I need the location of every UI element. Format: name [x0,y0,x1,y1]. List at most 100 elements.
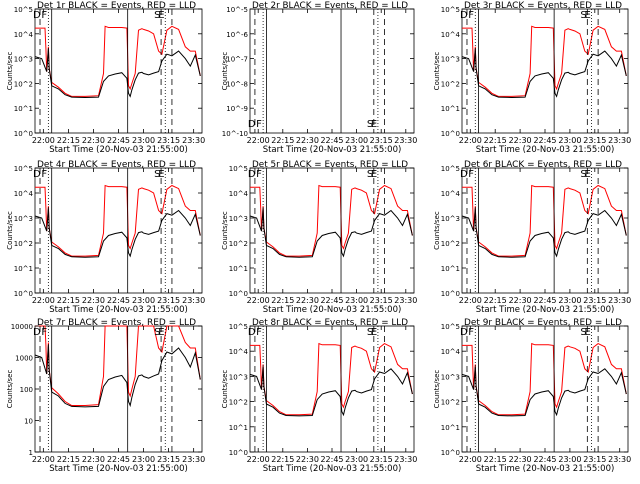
y-tick-label: 10^-8 [226,80,248,88]
y-axis-label: Counts/sec [6,370,14,409]
y-axis-label: Counts/sec [433,52,441,91]
y-tick-label: 10^0 [229,449,248,457]
x-tick-label: 22:00 [459,136,482,145]
x-tick-label: 22:15 [57,455,80,464]
x-tick-label: 22:15 [271,296,294,305]
x-tick-label: 23:30 [608,455,631,464]
marker-label: E [158,327,164,338]
x-axis-label: Start Time (20-Nov-03 21:55:00) [49,305,188,315]
x-tick-label: 22:30 [296,136,319,145]
y-tick-label: 1 [29,449,33,457]
detector-panel: D F SE 22:00 22:15 22:30 22:45 23:00 23:15 23:30 1… [6,160,205,315]
x-tick-label: 22:45 [533,296,556,305]
y-tick-label: 10^3 [441,215,460,223]
panel-title: Det 8r BLACK = Events, RED = LLD [252,318,408,328]
x-tick-label: 23:30 [394,296,417,305]
series-line-lld [250,184,413,257]
y-tick-label: 10^3 [14,56,33,64]
plot-frame [34,325,203,453]
marker-label: F [41,10,47,21]
marker-label: D [33,169,41,180]
marker-label: S [154,169,160,180]
x-tick-label: 23:00 [132,136,155,145]
x-tick-label: 23:00 [132,455,155,464]
y-tick-label: 10^-6 [226,31,248,39]
x-tick-label: 22:30 [509,296,532,305]
marker-label: F [256,327,262,338]
x-tick-label: 23:15 [157,136,180,145]
x-tick-label: 22:00 [247,455,270,464]
x-tick-label: 22:15 [271,455,294,464]
y-tick-label: 10^5 [229,165,248,173]
marker-label: F [41,327,47,338]
marker-label: E [371,119,377,130]
x-tick-label: 23:30 [394,455,417,464]
panel-title: Det 2r BLACK = Events, RED = LLD [252,1,408,11]
panel-title: Det 7r BLACK = Events, RED = LLD [37,318,196,328]
x-tick-label: 22:45 [320,455,343,464]
y-tick-label: 10^5 [441,165,460,173]
y-tick-label: 10^0 [229,290,248,298]
y-tick-label: 10^-9 [226,105,248,113]
y-tick-label: 10^0 [14,130,33,138]
y-tick-label: 10^1 [229,265,248,273]
marker-label: F [468,169,474,180]
y-tick-label: 10^3 [441,56,460,64]
y-tick-label: 10^2 [441,240,460,248]
x-axis-label: Start Time (20-Nov-03 21:55:00) [263,305,402,315]
y-tick-label: 10000 [11,323,33,331]
y-tick-label: 10^2 [14,80,33,88]
series-line-lld [462,25,627,97]
series-line-events [34,48,201,99]
marker-label: D [248,119,256,130]
y-tick-label: 10^4 [441,190,461,198]
series-line-events [249,366,413,417]
x-tick-label: 22:30 [509,136,532,145]
y-tick-label: 10^1 [441,105,460,113]
marker-label: D [33,10,41,21]
x-tick-label: 22:00 [459,455,482,464]
y-tick-label: 1000 [15,355,33,363]
x-tick-label: 22:00 [32,296,55,305]
series-line-events [461,366,627,417]
detector-panel: D F SE 22:00 22:15 22:30 22:45 23:00 23:15 23:30 1… [6,318,205,474]
marker-label: E [584,169,590,180]
series-line-lld [35,25,201,97]
y-axis-label: Counts/sec [6,211,14,250]
y-tick-label: 10^2 [229,240,248,248]
y-tick-label: 10^3 [229,373,248,381]
y-axis-label: Counts/sec [6,52,14,91]
plot-frame [249,8,415,134]
y-tick-label: 10^2 [441,399,460,407]
x-tick-label: 23:15 [157,296,180,305]
x-tick-label: 22:30 [509,455,532,464]
x-tick-label: 23:15 [583,136,606,145]
panel-title: Det 9r BLACK = Events, RED = LLD [464,318,622,328]
y-tick-label: 10^4 [441,31,461,39]
x-tick-label: 22:45 [107,455,130,464]
x-axis-label: Start Time (20-Nov-03 21:55:00) [476,305,615,315]
y-tick-label: 10^1 [441,265,460,273]
x-tick-label: 22:45 [107,296,130,305]
x-tick-label: 23:00 [345,296,368,305]
x-tick-label: 22:30 [296,455,319,464]
x-tick-label: 23:00 [558,296,581,305]
panel-title: Det 6r BLACK = Events, RED = LLD [464,160,622,170]
marker-label: D [248,169,256,180]
detector-panel: D F SE 22:00 22:15 22:30 22:45 23:00 23:15 23:30 1… [433,1,631,155]
x-tick-label: 22:15 [484,136,507,145]
x-tick-label: 23:15 [370,136,393,145]
x-tick-label: 23:15 [583,296,606,305]
series-line-lld [250,342,413,416]
marker-label: S [154,10,160,21]
y-tick-label: 10^5 [14,6,33,14]
x-tick-label: 23:00 [345,455,368,464]
detector-panel: D F SE 22:00 22:15 22:30 22:45 23:00 23:15 23:30 1… [6,1,205,155]
detector-panel: D F SE 22:00 22:15 22:30 22:45 23:00 23:15 23:30 1… [433,318,631,474]
y-tick-label: 10^4 [14,31,34,39]
y-tick-label: 10^4 [441,348,461,356]
x-tick-label: 23:00 [345,136,368,145]
y-tick-label: 10^0 [441,290,460,298]
y-tick-label: 10^-7 [226,56,248,64]
y-tick-label: 10^0 [14,290,33,298]
